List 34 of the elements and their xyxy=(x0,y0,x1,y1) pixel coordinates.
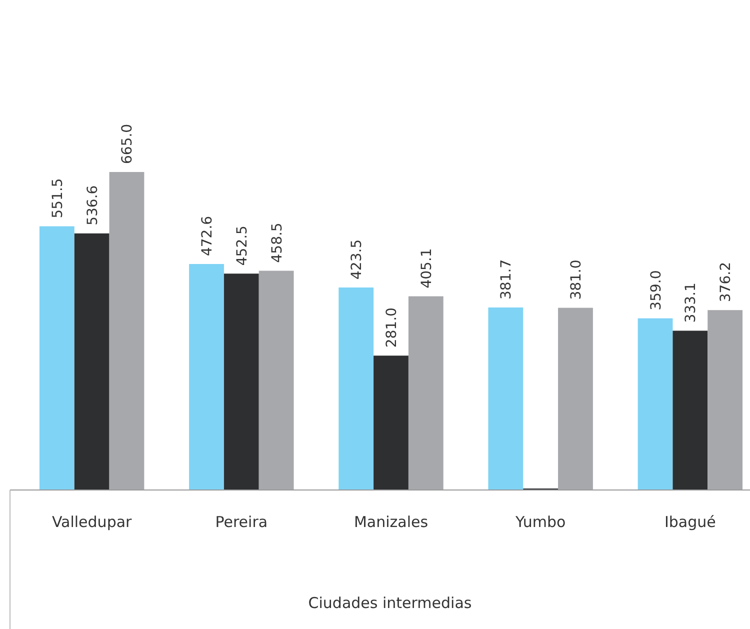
data-label: 665.0 xyxy=(120,124,136,164)
bar xyxy=(109,172,144,490)
x-tick-label: Pereira xyxy=(215,513,268,531)
bar xyxy=(374,356,408,490)
bar xyxy=(39,226,74,490)
data-label: 405.1 xyxy=(418,248,435,288)
bar xyxy=(74,233,110,490)
bar xyxy=(488,307,524,490)
bar xyxy=(708,310,743,490)
data-label: 376.2 xyxy=(718,262,734,302)
x-axis-title: Ciudades intermedias xyxy=(308,594,472,612)
bar xyxy=(672,330,708,490)
data-label: 381.7 xyxy=(498,259,515,300)
x-tick-label: Ibagué xyxy=(664,513,716,531)
data-label: 472.6 xyxy=(200,216,216,256)
bar xyxy=(638,318,673,490)
data-label: 333.1 xyxy=(683,282,700,323)
data-label: 458.5 xyxy=(269,222,286,263)
bar xyxy=(258,270,294,490)
bar xyxy=(338,287,374,490)
x-tick-label: Valledupar xyxy=(52,513,133,531)
bar xyxy=(224,274,259,490)
data-label: 359.0 xyxy=(648,270,664,310)
data-label: 281.0 xyxy=(384,308,400,348)
bar xyxy=(558,308,593,490)
data-label: 551.5 xyxy=(50,178,66,218)
bar xyxy=(189,264,224,490)
data-label: 452.5 xyxy=(234,226,250,266)
bar xyxy=(408,296,444,490)
data-label: 381.0 xyxy=(568,260,584,300)
data-label: 423.5 xyxy=(349,239,366,280)
x-tick-label: Yumbo xyxy=(514,513,566,531)
x-tick-label: Manizales xyxy=(354,513,428,531)
data-label: 536.6 xyxy=(84,185,101,226)
